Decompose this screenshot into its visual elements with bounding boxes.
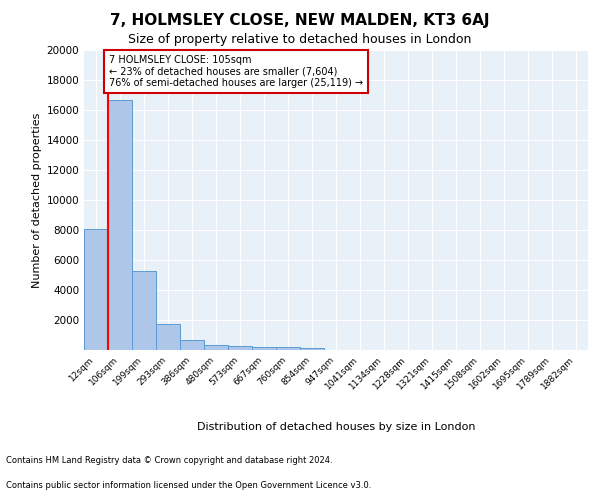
Bar xyxy=(252,347,276,350)
Text: Contains HM Land Registry data © Crown copyright and database right 2024.: Contains HM Land Registry data © Crown c… xyxy=(6,456,332,465)
Bar xyxy=(84,228,108,350)
Y-axis label: Number of detached properties: Number of detached properties xyxy=(32,112,42,288)
Bar xyxy=(132,270,156,350)
Text: Distribution of detached houses by size in London: Distribution of detached houses by size … xyxy=(197,422,475,432)
Text: Contains public sector information licensed under the Open Government Licence v3: Contains public sector information licen… xyxy=(6,481,371,490)
Bar xyxy=(300,348,324,350)
Bar xyxy=(276,348,300,350)
Bar xyxy=(228,346,252,350)
Text: Size of property relative to detached houses in London: Size of property relative to detached ho… xyxy=(128,32,472,46)
Bar xyxy=(204,345,228,350)
Bar xyxy=(108,100,132,350)
Bar xyxy=(180,340,204,350)
Text: 7, HOLMSLEY CLOSE, NEW MALDEN, KT3 6AJ: 7, HOLMSLEY CLOSE, NEW MALDEN, KT3 6AJ xyxy=(110,12,490,28)
Text: 7 HOLMSLEY CLOSE: 105sqm
← 23% of detached houses are smaller (7,604)
76% of sem: 7 HOLMSLEY CLOSE: 105sqm ← 23% of detach… xyxy=(109,54,364,88)
Bar xyxy=(156,324,180,350)
